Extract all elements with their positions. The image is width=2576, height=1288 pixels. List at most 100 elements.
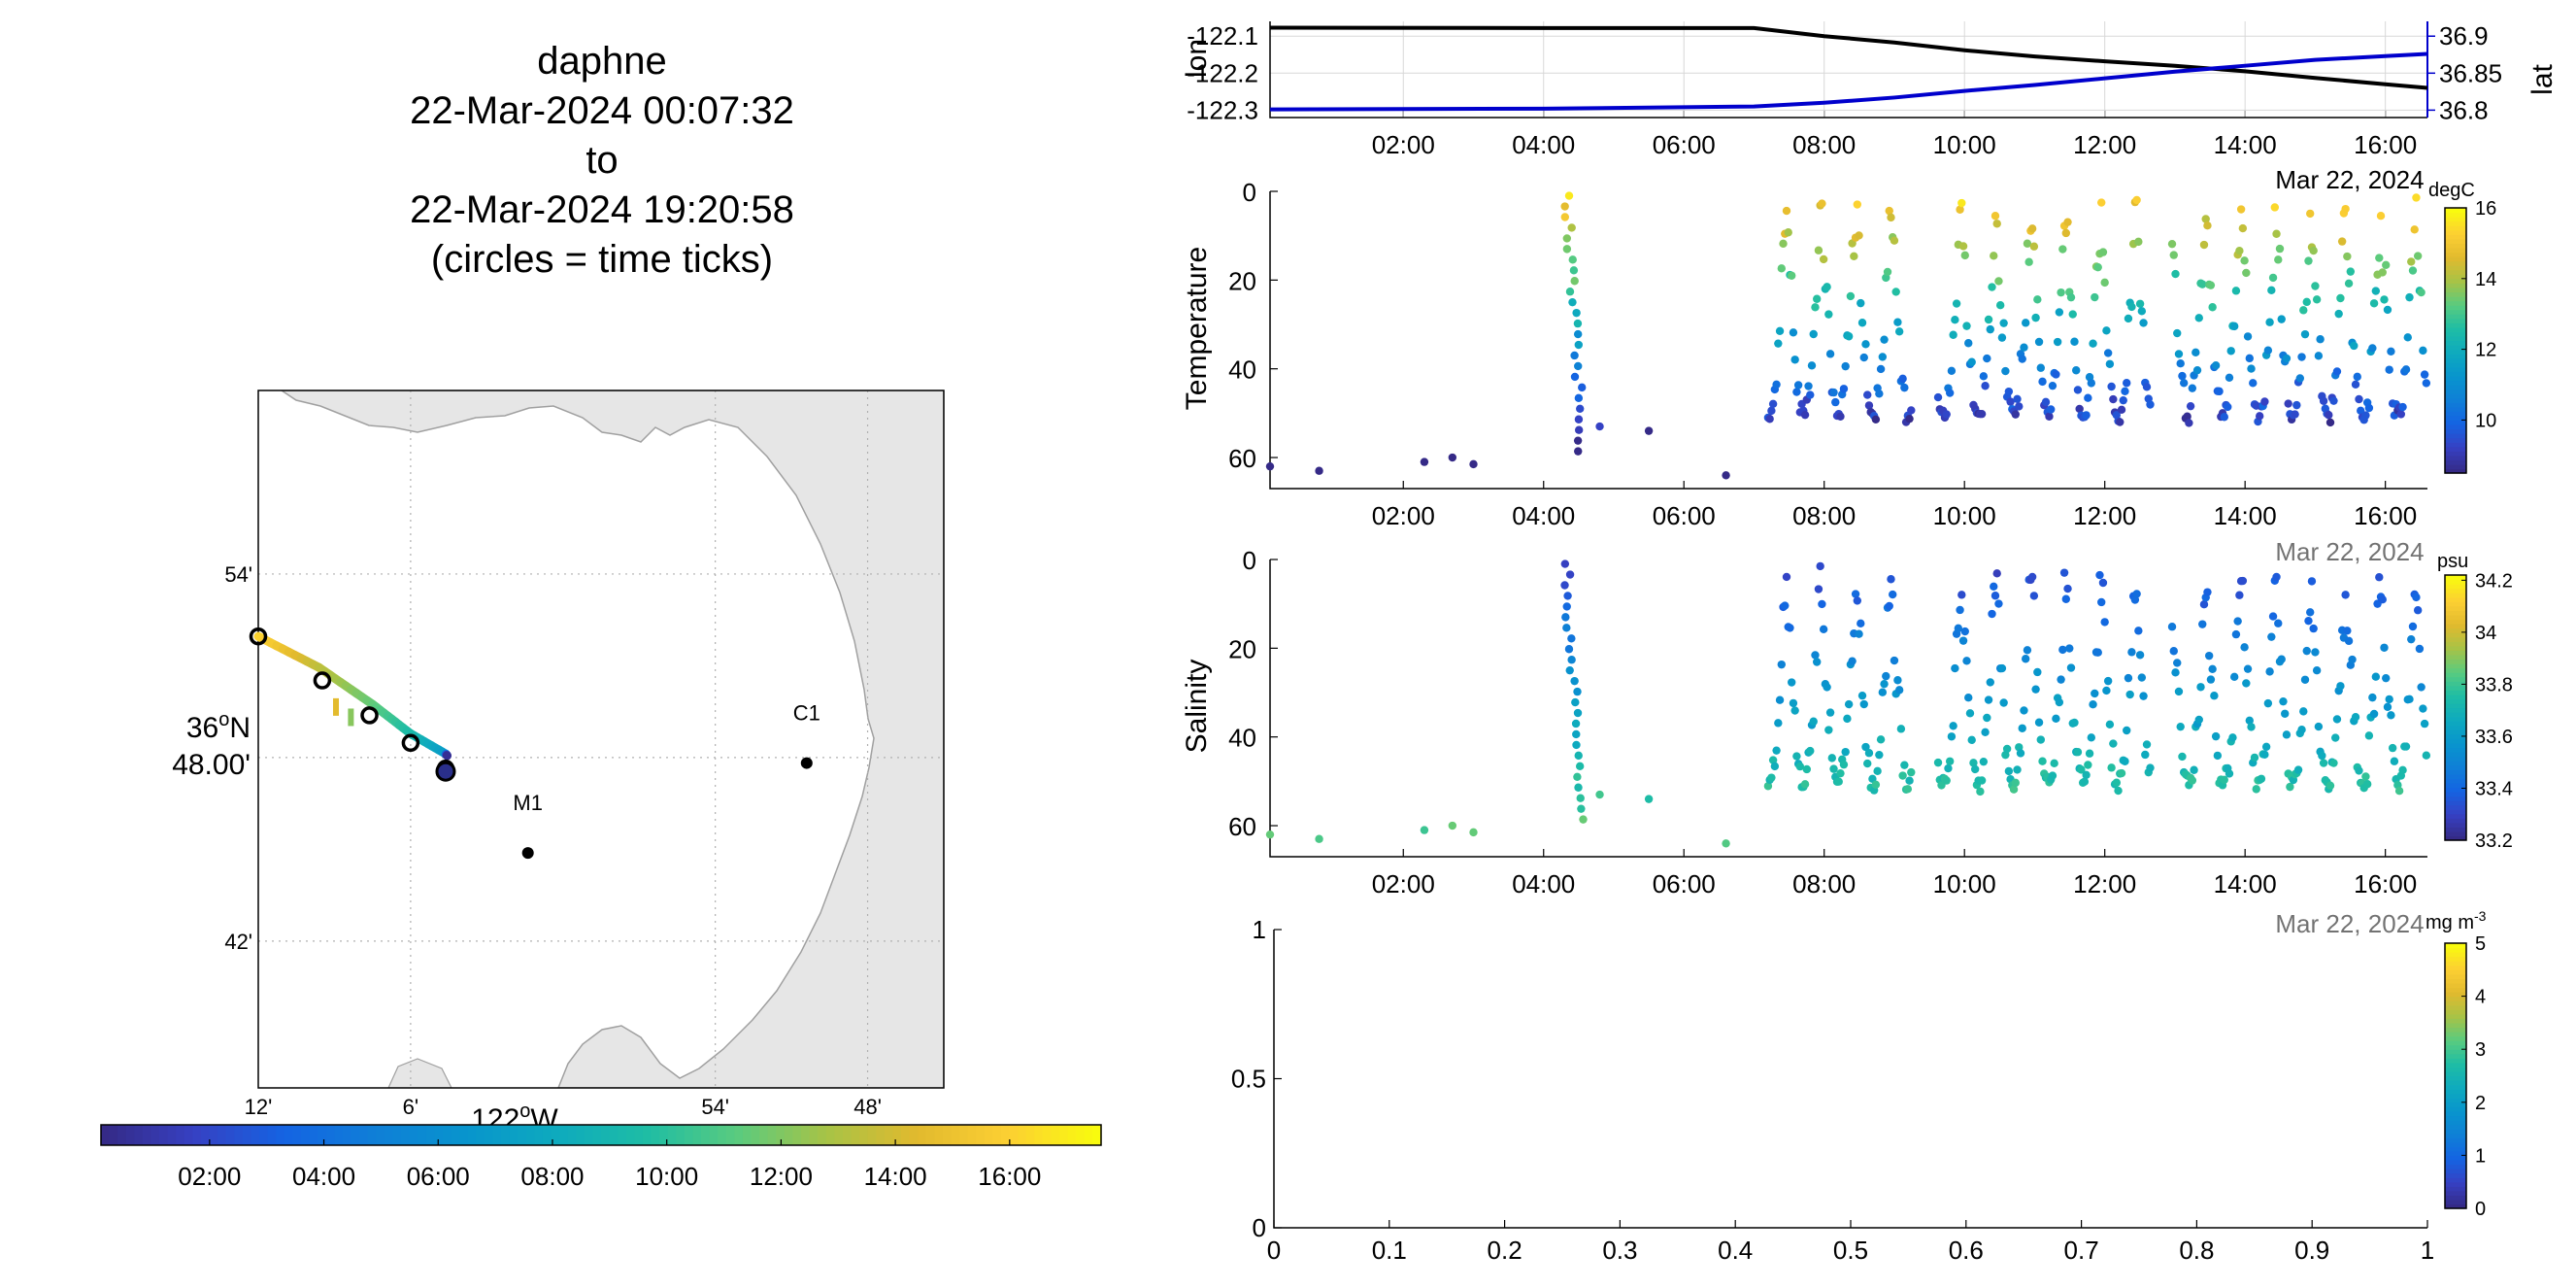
temperature-point — [1774, 339, 1783, 348]
temperature-point — [2208, 303, 2217, 312]
salinity-colorbar-frame — [2444, 574, 2467, 841]
temperature-point — [2350, 341, 2359, 351]
temperature-point — [2021, 319, 2030, 327]
temperature-point — [2319, 396, 2328, 405]
time-colorbar-cell — [101, 1125, 111, 1145]
salinity-point — [2125, 690, 2134, 699]
chl-colorbar-cell — [2445, 1120, 2466, 1126]
salinity-point — [1942, 776, 1951, 785]
salinity-point — [2057, 675, 2065, 684]
temperature-point — [2396, 410, 2406, 419]
salinity-point — [2343, 627, 2352, 635]
salinity-point — [2121, 757, 2129, 765]
salinity-point — [1965, 709, 1975, 718]
temperature-point — [1981, 382, 1990, 390]
temperature-units: degC — [2428, 180, 2475, 201]
chl-colorbar-cell — [2445, 1027, 2466, 1033]
temperature-point — [1644, 426, 1654, 435]
time-colorbar-cell — [342, 1125, 352, 1145]
temperature-point — [1871, 415, 1881, 424]
time-colorbar-label-0: 02:00 — [178, 1162, 241, 1191]
temperature-point — [2171, 269, 2180, 279]
time-colorbar-cell — [867, 1125, 877, 1145]
salinity-colorbar-cell — [2445, 596, 2466, 602]
salinity-x-label-3: 08:00 — [1792, 869, 1856, 898]
map-x-tick-0: 12' — [245, 1095, 273, 1119]
salinity-point — [1782, 572, 1791, 582]
station-label-c1: C1 — [793, 701, 820, 726]
temperature-point — [1560, 213, 1569, 221]
chl-colorbar-cell — [2445, 1150, 2466, 1156]
time-colorbar-cell — [767, 1125, 777, 1145]
time-colorbar-cell — [434, 1125, 444, 1145]
salinity-point — [2307, 577, 2317, 586]
salinity-point — [1859, 699, 1868, 709]
temperature-point — [2176, 359, 2185, 368]
temperature-point — [1562, 234, 1572, 243]
temperature-x-label-3: 08:00 — [1792, 501, 1856, 530]
chl-colorbar-cell — [2445, 1013, 2466, 1019]
temperature-point — [2334, 309, 2343, 319]
map-y-label-1: 36oN — [186, 709, 251, 744]
time-colorbar-cell — [1025, 1125, 1035, 1145]
time-colorbar-cell — [592, 1125, 602, 1145]
salinity-point — [1816, 561, 1824, 571]
salinity-colorbar-cell — [2445, 619, 2466, 625]
salinity-point — [1315, 834, 1323, 843]
salinity-colorbar-cell — [2445, 769, 2466, 775]
temperature-x-label-4: 10:00 — [1933, 501, 1996, 530]
time-colorbar-cell — [809, 1125, 819, 1145]
salinity-point — [2213, 751, 2223, 761]
time-colorbar-cell — [301, 1125, 311, 1145]
temperature-point — [1855, 231, 1863, 240]
temperature-point — [1952, 299, 1961, 308]
time-colorbar-cell — [1076, 1125, 1086, 1145]
chl-x-label-1: 0.1 — [1372, 1236, 1407, 1265]
station-marker-c1 — [800, 757, 813, 769]
salinity-point — [2134, 627, 2143, 635]
salinity-point — [2362, 780, 2372, 789]
temperature-point — [2255, 412, 2264, 421]
time-colorbar-cell — [476, 1125, 485, 1145]
chl-colorbar-cell — [2445, 1164, 2466, 1169]
salinity-point — [2311, 648, 2320, 657]
salinity-colorbar-cell — [2445, 636, 2466, 642]
temperature-point — [2325, 418, 2335, 427]
salinity-point — [2260, 750, 2269, 760]
salinity-point — [1836, 768, 1845, 778]
temperature-point — [2226, 347, 2235, 356]
salinity-point — [1945, 757, 1955, 765]
salinity-colorbar-cell — [2445, 827, 2466, 832]
salinity-point — [1958, 636, 1968, 645]
temperature-point — [1850, 252, 1858, 260]
temperature-point — [1977, 409, 1987, 419]
time-colorbar-cell — [359, 1125, 369, 1145]
time-colorbar-cell — [451, 1125, 460, 1145]
temperature-point — [1574, 425, 1584, 434]
salinity-point — [2272, 572, 2281, 582]
temperature-point — [1573, 329, 1583, 339]
chl-colorbar-cell — [2445, 952, 2466, 958]
salinity-colorbar-cell — [2445, 654, 2466, 661]
salinity-point — [2263, 698, 2273, 708]
temperature-point — [2201, 215, 2210, 223]
chl-colorbar-cell — [2445, 1110, 2466, 1117]
salinity-x-label-1: 04:00 — [1512, 869, 1575, 898]
temperature-point — [2075, 404, 2084, 414]
chl-axes — [1273, 930, 2427, 1229]
lonlat-x-label-5: 12:00 — [2073, 130, 2136, 159]
temperature-colorbar-cell — [2445, 225, 2466, 231]
salinity-point — [1841, 747, 1850, 757]
chl-colorbar-cell — [2445, 1053, 2466, 1059]
salinity-point — [2206, 675, 2216, 684]
time-colorbar: 02:00 04:00 06:00 08:00 10:00 12:00 14:00 16:00 — [100, 1124, 1102, 1191]
time-colorbar-cell — [534, 1125, 544, 1145]
temperature-point — [2376, 212, 2386, 220]
map-inner — [258, 390, 944, 1088]
temperature-colorbar-cell — [2445, 451, 2466, 457]
time-tick-circle-0 — [249, 627, 268, 646]
time-colorbar-frame — [100, 1124, 1102, 1146]
salinity-point — [2196, 683, 2205, 692]
temperature-point — [2127, 302, 2136, 312]
time-colorbar-cell — [484, 1125, 494, 1145]
